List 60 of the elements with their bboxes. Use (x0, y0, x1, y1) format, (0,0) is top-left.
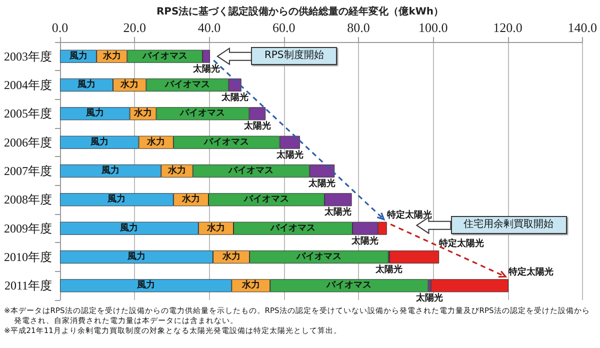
text: バイオマス (296, 252, 342, 262)
text: 水力 (134, 108, 152, 119)
text: 水力 (206, 223, 225, 234)
text: 太陽光 (308, 179, 336, 189)
text: 風力 (90, 137, 108, 148)
x-tick-label: 0.0 (52, 20, 68, 35)
text: 風力 (86, 108, 104, 119)
x-tick-label: 60.0 (272, 20, 296, 35)
y-tick-label: 2008年度 (4, 192, 52, 207)
y-tick-label: 2005年度 (4, 106, 52, 121)
y-tick-label: 2004年度 (4, 78, 52, 92)
text: 太陽光 (352, 236, 379, 246)
y-tick-label: 2009年度 (4, 221, 52, 236)
text: 水力 (222, 252, 240, 262)
text: 水力 (242, 280, 260, 291)
annotation: RPS制度開始 (251, 47, 337, 66)
text: 太陽光 (244, 122, 271, 132)
series-label: 太陽光 (324, 206, 352, 218)
series-label: 風力 (68, 50, 88, 62)
text: 水力 (120, 80, 139, 90)
x-tick-label: 120.0 (493, 20, 522, 35)
text: バイオマス (164, 80, 210, 90)
text: 特定太陽光 (508, 268, 554, 278)
y-tick-label: 2010年度 (4, 250, 52, 264)
text: 太陽光 (416, 294, 444, 304)
bar (430, 279, 508, 292)
chart-title: RPS法に基づく認定設備からの供給総量の経年変化（億kWh） (156, 6, 444, 18)
text: 風力 (102, 166, 120, 176)
text: バイオマス (228, 166, 274, 176)
series-label: 水力 (102, 50, 121, 62)
text: バイオマス (326, 280, 372, 291)
text: 太陽光 (221, 93, 248, 103)
y-tick-label: 2007年度 (4, 164, 52, 178)
text: 太陽光 (276, 150, 304, 160)
y-tick-label: 2011年度 (4, 278, 52, 293)
text: 水力 (182, 194, 200, 205)
y-tick-label: 2006年度 (4, 135, 52, 150)
y-tick-label: 2003年度 (4, 49, 52, 64)
text: 太陽光 (375, 265, 402, 275)
annotation: 住宅用余剰買取開始 (450, 216, 567, 234)
text: バイオマス (180, 108, 226, 119)
text: 太陽光 (192, 64, 220, 74)
text: 特定太陽光 (386, 210, 432, 220)
text: 風力 (120, 223, 138, 234)
text: 風力 (127, 252, 146, 262)
x-tick-label: 20.0 (123, 20, 146, 35)
text: バイオマス (270, 223, 316, 234)
series-label: バイオマス (141, 51, 188, 62)
text: 風力 (108, 194, 126, 205)
text: 風力 (136, 280, 155, 291)
x-tick-label: 40.0 (198, 20, 221, 35)
text: バイオマス (244, 194, 290, 205)
x-tick-label: 80.0 (347, 20, 370, 35)
text: 風力 (77, 80, 96, 90)
x-tick-label: 140.0 (568, 20, 597, 35)
text: 水力 (168, 166, 186, 176)
series-label: 特定太陽光 (438, 238, 484, 249)
text: 水力 (147, 137, 166, 148)
x-tick-label: 100.0 (418, 20, 448, 35)
text: バイオマス (204, 137, 250, 148)
